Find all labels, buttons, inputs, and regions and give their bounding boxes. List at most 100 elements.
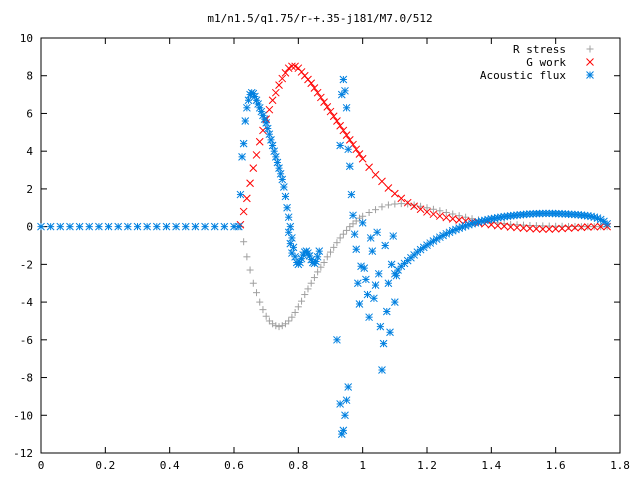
data-point: [333, 117, 341, 125]
data-point: [389, 232, 398, 240]
data-point: [379, 339, 388, 348]
data-point: [360, 264, 369, 272]
data-point: [294, 303, 302, 311]
data-point: [66, 222, 74, 231]
data-point: [210, 222, 219, 231]
x-tick-label: 0.2: [95, 459, 115, 472]
data-point: [416, 205, 425, 214]
data-point: [268, 141, 277, 150]
data-point: [342, 131, 351, 140]
data-point: [500, 222, 509, 231]
x-tick-label: 1: [359, 459, 366, 472]
x-tick-label: 0: [38, 459, 45, 472]
data-point: [386, 328, 394, 337]
data-point: [257, 107, 266, 116]
data-point: [288, 62, 296, 71]
data-point: [429, 210, 438, 219]
data-point: [339, 426, 348, 435]
plot-frame: [40, 37, 621, 454]
data-point: [366, 234, 375, 242]
data-point: [339, 75, 348, 84]
data-point: [313, 252, 322, 261]
data-point: [371, 281, 380, 289]
data-point: [462, 213, 470, 221]
data-point: [423, 204, 431, 212]
data-point: [255, 137, 264, 146]
data-point: [436, 212, 444, 220]
plot-area: [37, 62, 611, 438]
data-point: [114, 222, 123, 231]
data-point: [363, 290, 372, 299]
data-point: [343, 226, 351, 234]
data-point: [339, 126, 348, 135]
y-tick-label: 4: [26, 145, 33, 158]
data-point: [275, 81, 283, 90]
legend-marker: [586, 58, 594, 66]
chart-title: m1/n1.5/q1.75/r-+.35-j181/M7.0/512: [207, 12, 432, 25]
data-point: [278, 322, 286, 330]
data-point: [323, 253, 331, 261]
data-point: [172, 222, 180, 231]
data-point: [353, 279, 362, 288]
data-point: [350, 230, 359, 239]
data-point: [327, 248, 334, 256]
data-point: [455, 216, 464, 224]
data-point: [329, 112, 338, 121]
legend-label: R stress: [513, 43, 566, 56]
data-point: [538, 225, 547, 233]
data-point: [249, 279, 257, 287]
data-point: [307, 79, 316, 88]
data-point: [310, 84, 319, 92]
y-tick-label: 8: [26, 70, 33, 83]
data-point: [603, 219, 611, 228]
data-point: [397, 200, 405, 208]
data-point: [271, 88, 280, 97]
data-point: [320, 98, 328, 106]
data-point: [370, 294, 378, 303]
data-point: [577, 223, 586, 232]
data-point: [236, 190, 245, 199]
data-point: [390, 189, 399, 198]
data-point: [253, 289, 261, 297]
data-point: [286, 239, 295, 248]
data-point: [493, 221, 502, 230]
data-point: [262, 312, 270, 320]
data-point: [410, 201, 418, 209]
data-point: [352, 145, 361, 154]
data-point: [281, 192, 290, 201]
data-point: [342, 396, 351, 405]
data-point: [371, 170, 380, 179]
series-acoustic-flux: [37, 75, 611, 438]
data-point: [37, 222, 45, 231]
x-tick-label: 1.6: [546, 459, 566, 472]
data-point: [243, 103, 251, 112]
y-tick-label: -6: [20, 334, 33, 347]
data-point: [262, 119, 271, 127]
data-point: [270, 147, 279, 156]
data-point: [305, 252, 314, 260]
data-point: [307, 279, 315, 287]
data-point: [349, 211, 357, 220]
series-r-stress: [236, 200, 611, 331]
data-point: [241, 117, 250, 125]
y-tick-label: 10: [20, 32, 33, 45]
data-point: [382, 307, 391, 316]
data-point: [315, 247, 324, 256]
data-point: [539, 222, 547, 230]
data-point: [341, 86, 349, 95]
data-point: [243, 253, 251, 261]
data-point: [577, 223, 585, 231]
data-point: [590, 222, 599, 231]
legend-marker: [586, 71, 594, 79]
data-point: [46, 222, 55, 231]
data-point: [341, 411, 349, 420]
data-point: [323, 102, 332, 111]
data-point: [243, 194, 251, 203]
data-point: [181, 222, 190, 231]
data-point: [355, 300, 364, 308]
y-tick-label: 6: [26, 107, 33, 120]
data-point: [249, 164, 258, 173]
data-point: [244, 96, 253, 105]
